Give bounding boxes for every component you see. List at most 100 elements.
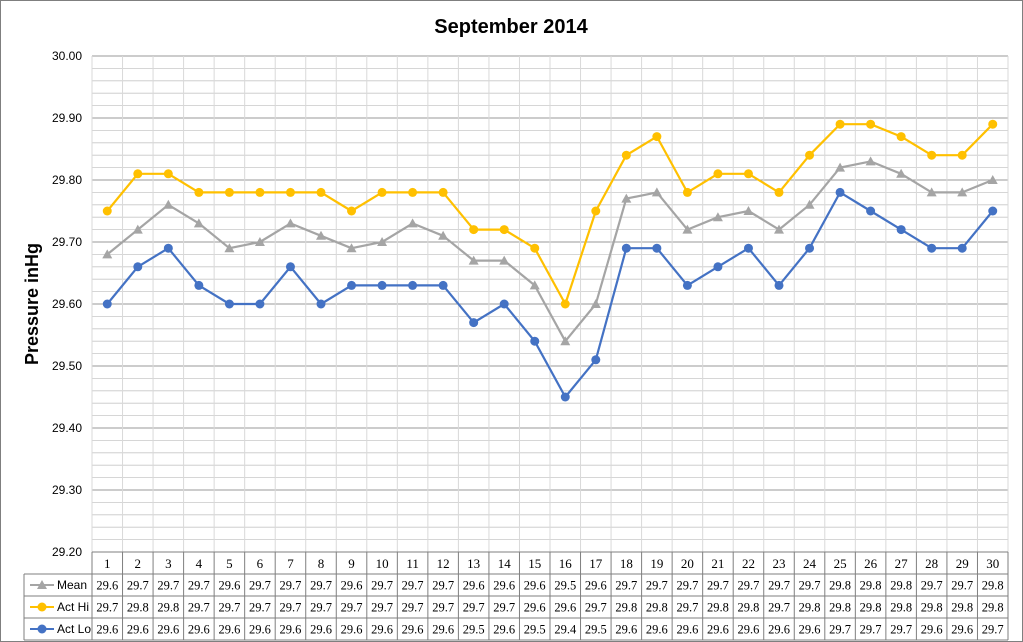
table-cell: 29.7	[371, 601, 393, 615]
data-point	[621, 243, 631, 253]
series-line	[106, 191, 994, 399]
data-point	[682, 280, 692, 290]
table-cell: 29.6	[463, 579, 485, 593]
data-point	[560, 336, 571, 346]
data-point	[438, 280, 448, 290]
series-line	[106, 123, 994, 306]
x-category-label: 19	[650, 556, 663, 571]
data-point	[866, 119, 876, 129]
table-cell: 29.8	[829, 601, 851, 615]
x-category-label: 29	[956, 556, 969, 571]
table-cell: 29.7	[310, 601, 332, 615]
table-cell: 29.7	[188, 579, 210, 593]
table-cell: 29.5	[463, 623, 485, 637]
data-point	[987, 175, 998, 184]
table-cell: 29.6	[738, 623, 760, 637]
x-category-label: 26	[864, 556, 878, 571]
data-point	[835, 187, 845, 197]
table-cell: 29.6	[127, 623, 149, 637]
data-point	[529, 280, 540, 290]
data-point	[682, 187, 692, 197]
data-point	[774, 187, 784, 197]
table-cell: 29.7	[585, 601, 607, 615]
table-cell: 29.7	[768, 579, 790, 593]
data-point	[193, 218, 204, 228]
table-cell: 29.8	[799, 601, 821, 615]
data-point	[865, 156, 876, 166]
data-point	[163, 243, 173, 253]
table-cell: 29.6	[585, 579, 607, 593]
data-point	[347, 206, 357, 216]
data-point	[194, 187, 204, 197]
legend-entry-label: Act Hi	[57, 600, 89, 614]
table-cell: 29.8	[738, 601, 760, 615]
table-cell: 29.6	[554, 601, 576, 615]
table-cell: 29.7	[218, 601, 240, 615]
table-cell: 29.7	[157, 579, 179, 593]
legend-marker	[37, 624, 47, 634]
x-category-label: 11	[406, 556, 419, 571]
table-cell: 29.7	[951, 579, 973, 593]
table-cell: 29.8	[707, 601, 729, 615]
data-point	[988, 206, 998, 216]
data-point	[438, 230, 449, 240]
table-cell: 29.7	[310, 579, 332, 593]
data-point	[224, 187, 234, 197]
x-category-label: 23	[773, 556, 786, 571]
table-cell: 29.6	[249, 623, 271, 637]
data-point	[896, 168, 907, 178]
data-point	[163, 169, 173, 179]
series-act-hi	[102, 119, 998, 309]
table-cell: 29.6	[524, 579, 546, 593]
table-cell: 29.7	[890, 623, 912, 637]
x-category-label: 17	[589, 556, 603, 571]
table-cell: 29.6	[280, 623, 302, 637]
table-cell: 29.6	[96, 579, 118, 593]
x-category-label: 16	[559, 556, 573, 571]
data-point	[774, 224, 784, 234]
data-point	[927, 150, 937, 160]
legend-entry-label: Mean	[57, 578, 87, 592]
table-cell: 29.7	[249, 601, 271, 615]
y-axis-label: Pressure inHg	[22, 243, 42, 365]
data-point	[499, 255, 510, 265]
table-cell: 29.6	[402, 623, 424, 637]
data-point	[896, 225, 906, 235]
x-category-label: 6	[257, 556, 264, 571]
data-point	[133, 262, 143, 272]
table-cell: 29.6	[96, 623, 118, 637]
table-cell: 29.7	[188, 601, 210, 615]
table-cell: 29.7	[829, 623, 851, 637]
table-cell: 29.7	[707, 579, 729, 593]
x-category-label: 27	[895, 556, 909, 571]
table-cell: 29.7	[676, 579, 698, 593]
data-point	[346, 243, 357, 253]
data-point	[102, 206, 112, 216]
x-category-label: 4	[196, 556, 203, 571]
data-point	[316, 187, 326, 197]
table-cell: 29.7	[860, 623, 882, 637]
data-point	[102, 249, 113, 259]
data-point	[866, 206, 876, 216]
data-point	[499, 299, 509, 309]
table-cell: 29.8	[127, 601, 149, 615]
data-point	[133, 169, 143, 179]
table-cell: 29.8	[890, 579, 912, 593]
table-cell: 29.6	[218, 623, 240, 637]
table-cell: 29.6	[493, 623, 515, 637]
y-tick-label: 29.30	[52, 483, 82, 497]
table-cell: 29.6	[921, 623, 943, 637]
data-point	[621, 150, 631, 160]
table-cell: 29.8	[860, 579, 882, 593]
table-cell: 29.8	[982, 601, 1004, 615]
data-point	[652, 243, 662, 253]
data-point	[591, 355, 601, 365]
y-tick-label: 29.80	[52, 173, 82, 187]
table-cell: 29.7	[341, 601, 363, 615]
table-cell: 29.7	[432, 601, 454, 615]
table-cell: 29.7	[402, 601, 424, 615]
chart-title: September 2014	[434, 16, 588, 38]
series-act-lo	[102, 187, 998, 402]
table-cell: 29.7	[463, 601, 485, 615]
table-cell: 29.6	[310, 623, 332, 637]
